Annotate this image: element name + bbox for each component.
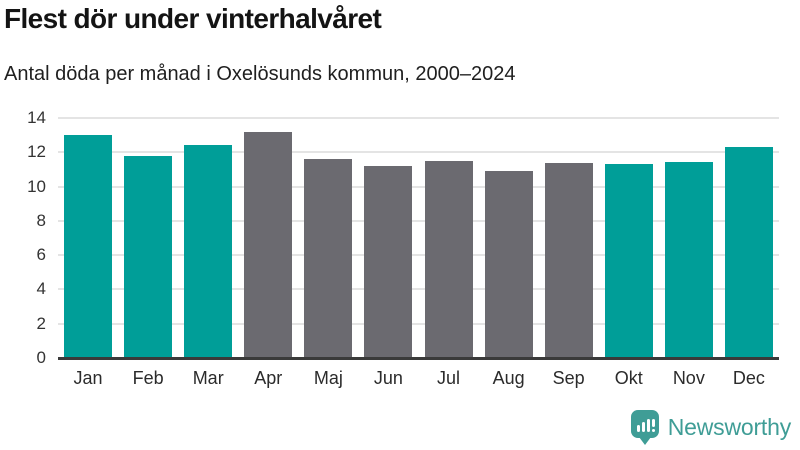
y-tick-label: 8 — [36, 210, 46, 230]
y-tick-label: 0 — [36, 348, 46, 367]
plot-area — [58, 117, 779, 358]
bar-slot — [118, 118, 178, 358]
bar-slot — [418, 118, 478, 358]
x-tick-label: Maj — [313, 368, 343, 388]
x-tick-label: Nov — [672, 368, 705, 388]
bar-sep — [544, 163, 593, 358]
bar-slot — [719, 118, 779, 358]
gridline — [58, 322, 779, 325]
x-axis: Jan Feb Mar Apr Maj Jun Jul Aug Sep Okt Nov Dec — [58, 366, 779, 389]
newsworthy-chart-bubble-icon — [630, 410, 659, 445]
chart-subtitle: Antal döda per månad i Oxelösunds kommun… — [4, 63, 516, 85]
bar-slot — [539, 118, 599, 358]
y-tick-label: 4 — [36, 279, 46, 299]
y-tick-label: 10 — [27, 176, 46, 196]
bar-nov — [664, 161, 713, 358]
x-tick-label: Dec — [732, 368, 765, 388]
bar-feb — [124, 155, 173, 358]
brand-name: Newsworthy — [667, 414, 791, 440]
bar-jul — [424, 160, 473, 358]
y-tick-label: 12 — [27, 142, 46, 162]
y-axis: 0 2 4 6 8 10 12 14 — [0, 108, 46, 367]
x-tick-label: Jan — [73, 368, 103, 388]
bar-slot — [599, 118, 659, 358]
bars — [58, 118, 779, 358]
x-tick-label: Feb — [132, 368, 164, 388]
x-tick-label: Jul — [437, 368, 461, 388]
gridline — [58, 185, 779, 188]
bar-jun — [364, 166, 413, 358]
gridline — [58, 288, 779, 291]
x-tick-label: Aug — [492, 368, 525, 388]
bar-slot — [238, 118, 298, 358]
bar-apr — [244, 131, 293, 358]
bar-mar — [184, 144, 233, 358]
bar-dec — [724, 147, 773, 358]
gridline — [58, 254, 779, 257]
gridline — [58, 219, 779, 222]
y-tick-label: 2 — [36, 313, 46, 333]
x-tick-label: Jun — [373, 368, 403, 388]
x-tick-label: Apr — [254, 368, 283, 388]
x-tick-label: Okt — [614, 368, 643, 388]
x-tick-label: Sep — [552, 368, 585, 388]
x-axis-line — [58, 357, 779, 360]
y-tick-label: 14 — [27, 108, 46, 127]
y-tick-label: 6 — [36, 245, 46, 265]
brand-logo: Newsworthy — [630, 410, 791, 445]
bar-slot — [298, 118, 358, 358]
bar-okt — [604, 164, 653, 358]
bar-slot — [659, 118, 719, 358]
bar-slot — [178, 118, 238, 358]
bar-slot — [358, 118, 418, 358]
x-tick-label: Mar — [192, 368, 224, 388]
chart-title: Flest dör under vinterhalvåret — [4, 3, 382, 34]
bar-maj — [304, 159, 353, 358]
bar-jan — [64, 135, 113, 358]
gridline — [58, 117, 779, 119]
bar-slot — [479, 118, 539, 358]
bar-aug — [484, 171, 533, 358]
gridline — [58, 151, 779, 154]
bar-slot — [58, 118, 118, 358]
